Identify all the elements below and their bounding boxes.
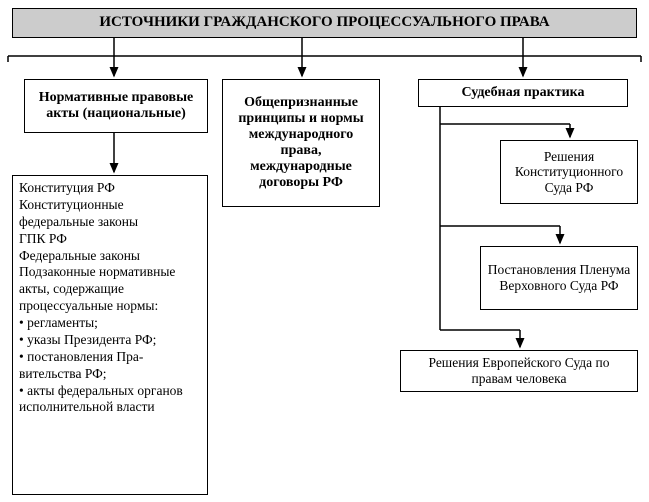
norm-item: акты федеральных органов исполнитель­ной… — [19, 383, 201, 417]
norm-item: регламенты; — [19, 315, 201, 332]
title-text: ИСТОЧНИКИ ГРАЖДАНСКОГО ПРОЦЕССУАЛЬНОГО П… — [99, 14, 549, 31]
norm-item: постановления Пра­вительства РФ; — [19, 349, 201, 383]
branch-practice-header: Судебная практика — [418, 79, 628, 107]
norm-item: указы Президента РФ; — [19, 332, 201, 349]
branch-international-header: Общепризнан­ные принципы и нормы междуна… — [222, 79, 380, 207]
norm-line: Конституционные федеральные законы — [19, 197, 201, 231]
practice-child-supreme-plenum: Постановления Пленума Верховного Суда РФ — [480, 246, 638, 310]
practice-header-text: Судебная практика — [461, 85, 584, 101]
practice-child2-text: Постановления Пленума Верховного Суда РФ — [487, 262, 631, 293]
practice-child-european-court: Решения Европейского Суда по правам чело… — [400, 350, 638, 392]
diagram-title: ИСТОЧНИКИ ГРАЖДАНСКОГО ПРОЦЕССУАЛЬНОГО П… — [12, 8, 637, 38]
normative-header-text: Нормативные правовые акты (национальные) — [31, 90, 201, 122]
practice-child1-text: Решения Конституцион­ного Суда РФ — [507, 149, 631, 196]
branch-normative-body: Конституция РФ Конституционные федеральн… — [12, 175, 208, 495]
norm-line: ГПК РФ — [19, 231, 201, 248]
branch-normative-header: Нормативные правовые акты (национальные) — [24, 79, 208, 133]
norm-line: Федеральные законы — [19, 248, 201, 265]
practice-child3-text: Решения Европейского Суда по правам чело… — [407, 355, 631, 386]
practice-child-constitutional-court: Решения Конституцион­ного Суда РФ — [500, 140, 638, 204]
international-header-text: Общепризнан­ные принципы и нормы междуна… — [229, 95, 373, 192]
norm-line: Подзаконные норма­тивные акты, содержа­щ… — [19, 264, 201, 315]
norm-line: Конституция РФ — [19, 180, 201, 197]
